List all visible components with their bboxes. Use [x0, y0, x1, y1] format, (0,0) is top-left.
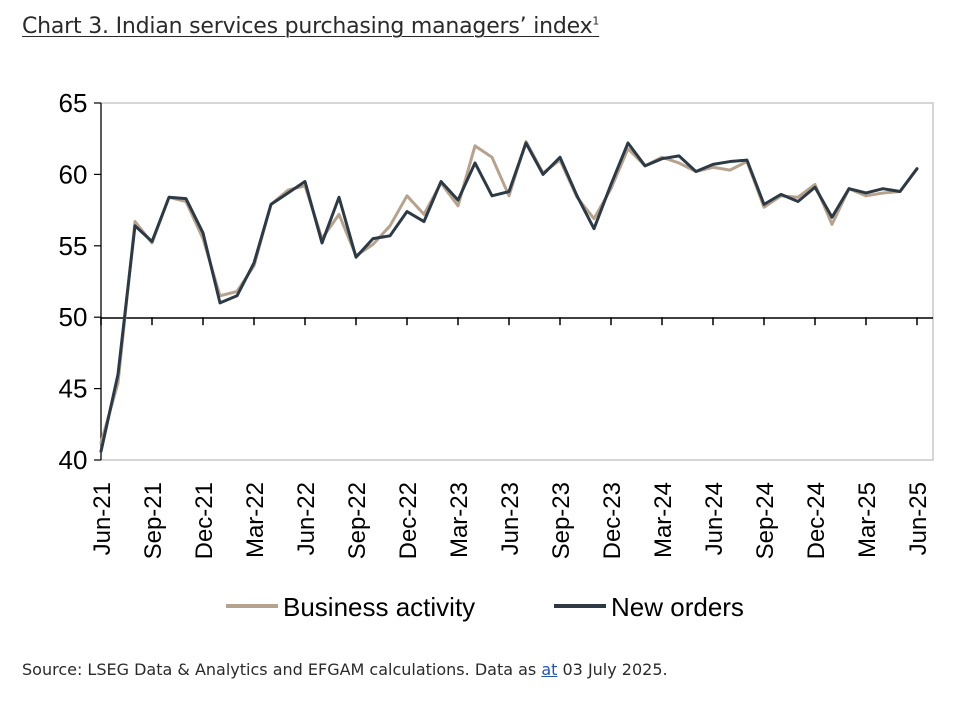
- y-ticks: 40 45 50 55 60 65: [59, 88, 101, 475]
- legend-label: Business activity: [283, 592, 475, 622]
- x-tick-label: Mar-23: [446, 482, 473, 558]
- x-tick-label: Dec-21: [191, 482, 218, 559]
- x-tick-label: Mar-25: [854, 482, 881, 558]
- x-tick-label: Dec-22: [395, 482, 422, 559]
- x-tick-label: Mar-24: [650, 482, 677, 558]
- plot-area: [100, 102, 934, 461]
- chart-title-footnote: 1: [592, 14, 600, 28]
- y-tick-label: 45: [59, 374, 88, 404]
- source-note: Source: LSEG Data & Analytics and EFGAM …: [22, 660, 668, 679]
- y-tick-label: 55: [59, 231, 88, 261]
- source-link[interactable]: at: [541, 660, 558, 679]
- legend-label: New orders: [611, 592, 744, 622]
- x-tick-label: Jun-24: [701, 482, 728, 555]
- legend: Business activity New orders: [226, 592, 744, 622]
- y-tick-label: 60: [59, 159, 88, 189]
- x-tick-label: Mar-22: [242, 482, 269, 558]
- chart-title-text: Chart 3. Indian services purchasing mana…: [22, 14, 593, 39]
- y-tick-label: 50: [59, 302, 88, 332]
- chart-title: Chart 3. Indian services purchasing mana…: [22, 14, 599, 39]
- x-ticks: Jun-21 Sep-21 Dec-21 Mar-22 Jun-22 Sep-22 Dec-…: [89, 317, 932, 559]
- series-line-new-orders: [99, 141, 919, 453]
- x-tick-label: Sep-24: [752, 482, 779, 559]
- source-prefix: Source: LSEG Data & Analytics and EFGAM …: [22, 660, 542, 679]
- x-tick-label: Sep-22: [344, 482, 371, 559]
- y-tick-label: 65: [59, 88, 88, 118]
- x-tick-label: Sep-23: [548, 482, 575, 559]
- y-tick-label: 40: [59, 445, 88, 475]
- x-tick-label: Jun-21: [89, 482, 116, 555]
- x-tick-label: Dec-23: [599, 482, 626, 559]
- series-group: [99, 140, 919, 453]
- x-tick-label: Sep-21: [140, 482, 167, 559]
- x-tick-label: Jun-22: [293, 482, 320, 555]
- x-tick-label: Jun-23: [497, 482, 524, 555]
- source-suffix: 03 July 2025.: [557, 660, 668, 679]
- series-line-business-activity: [99, 140, 919, 445]
- x-tick-label: Dec-24: [803, 482, 830, 559]
- x-tick-label: Jun-25: [905, 482, 932, 555]
